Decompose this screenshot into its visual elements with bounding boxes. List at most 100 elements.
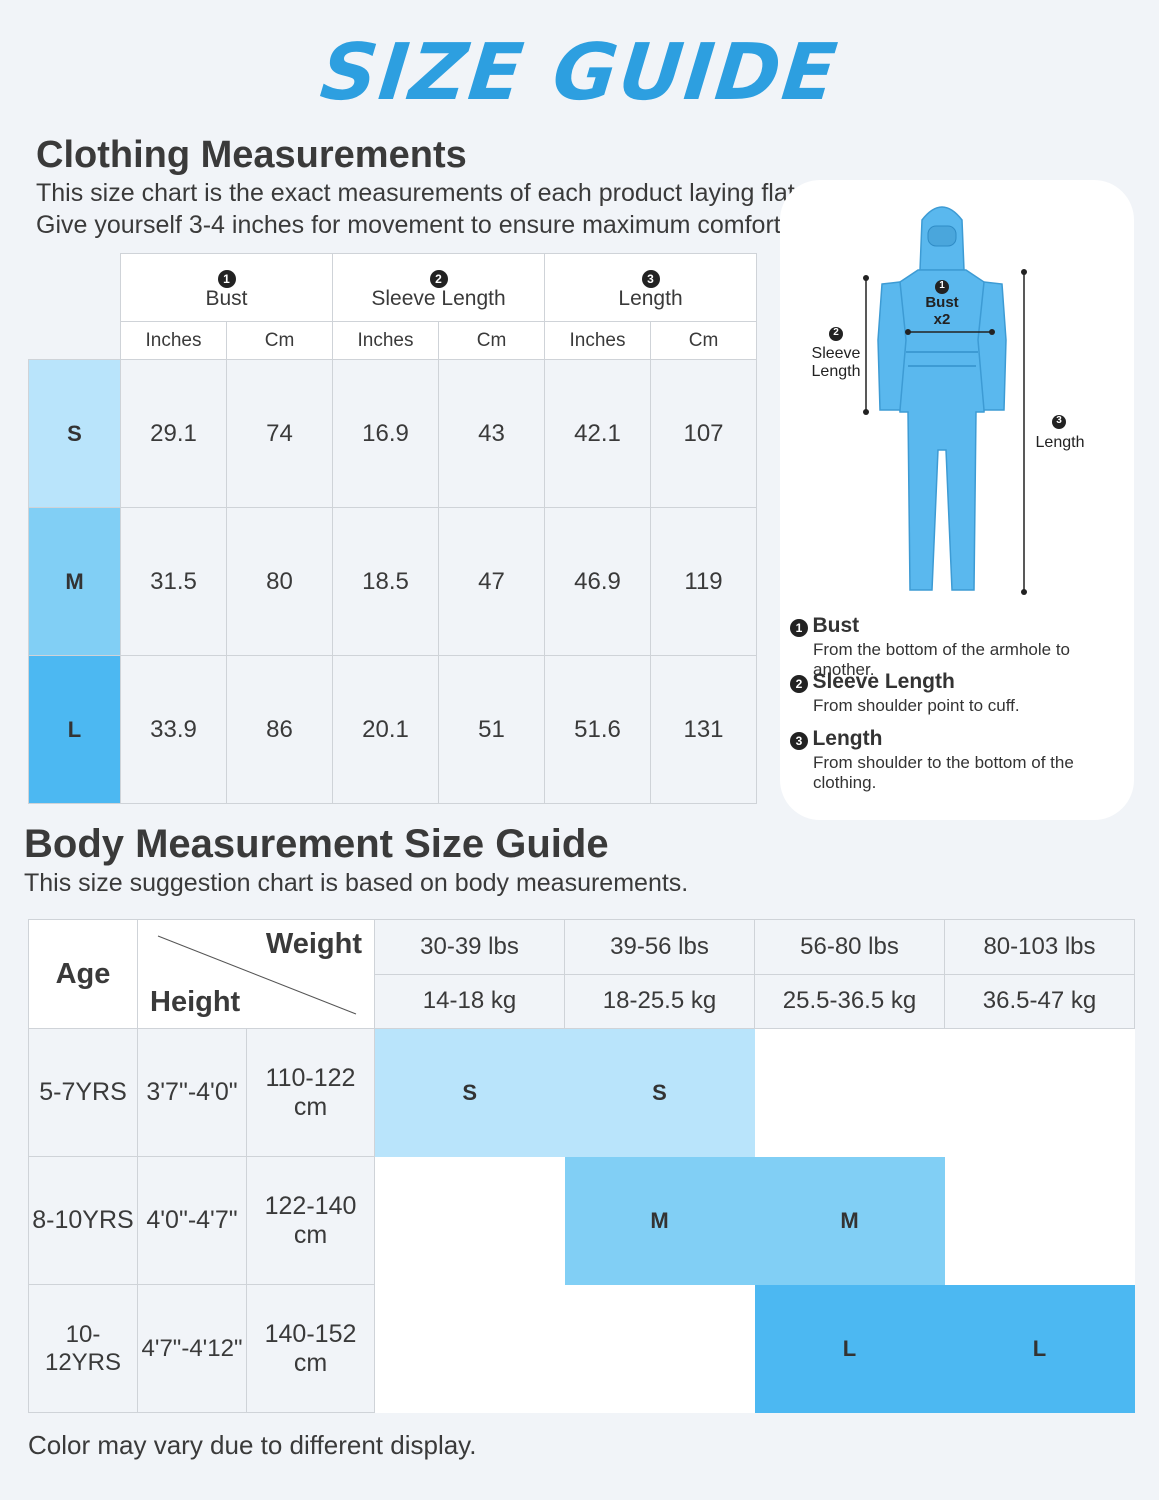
group-label: Bust — [205, 286, 248, 310]
length-badge-number: 3 — [1056, 415, 1062, 426]
cell-value: 46.9 — [544, 507, 651, 656]
cell-value: 119 — [649, 507, 758, 656]
cell-value: 74 — [226, 359, 333, 508]
bust-diagram-label: Bust — [925, 294, 959, 311]
weight-lbs-header: 80-103 lbs — [944, 919, 1135, 975]
sleeve-diagram-label: Sleeve — [811, 345, 861, 362]
size-cell-empty — [944, 1028, 1135, 1157]
cell-value: 51 — [438, 655, 545, 804]
height-ft-cell: 4'0"-4'7" — [137, 1156, 247, 1285]
group-label: Length — [618, 286, 683, 310]
age-cell: 5-7YRS — [28, 1028, 138, 1157]
size-cell-empty — [754, 1028, 945, 1157]
cell-value: 51.6 — [544, 655, 651, 804]
cell-value: 20.1 — [332, 655, 439, 804]
cell-value: 107 — [649, 359, 758, 508]
size-cell-empty — [374, 1284, 565, 1413]
unit-header: Inches — [120, 321, 227, 360]
cell-value: 33.9 — [120, 655, 227, 804]
height-cm-cell: 110-122 cm — [246, 1028, 375, 1157]
height-ft-cell: 3'7"-4'0" — [137, 1028, 247, 1157]
cell-value: 47 — [438, 507, 545, 656]
age-cell: 8-10YRS — [28, 1156, 138, 1285]
number-1-icon: 1 — [217, 269, 236, 288]
table-row: S 29.1 74 16.9 43 42.1 107 — [28, 359, 758, 508]
cell-value: 29.1 — [120, 359, 227, 508]
table-row: L 33.9 86 20.1 51 51.6 131 — [28, 655, 758, 804]
clothing-heading: Clothing Measurements — [36, 134, 467, 176]
number-2-icon: 2 — [790, 675, 808, 693]
cell-value: 86 — [226, 655, 333, 804]
cell-value: 42.1 — [544, 359, 651, 508]
size-label: M — [28, 507, 121, 656]
sleeve-group-header: 2 Sleeve Length — [332, 253, 545, 322]
cell-value: 43 — [438, 359, 545, 508]
number-1-icon: 1 — [790, 619, 808, 637]
desc-sleeve: 2 Sleeve Length From shoulder point to c… — [790, 670, 1130, 716]
size-cell: L — [754, 1284, 945, 1413]
jumpsuit-figure-icon — [829, 206, 1066, 595]
table-row: 8-10YRS 4'0"-4'7" 122-140 cm M M — [28, 1156, 1135, 1285]
size-cell: M — [564, 1156, 755, 1285]
size-cell: S — [564, 1028, 755, 1157]
unit-header: Cm — [649, 321, 758, 360]
table-row: 5-7YRS 3'7"-4'0" 110-122 cm S S — [28, 1028, 1135, 1157]
cell-value: 131 — [649, 655, 758, 804]
body-heading: Body Measurement Size Guide — [24, 822, 609, 866]
desc-text: From shoulder point to cuff. — [813, 696, 1020, 715]
table-row: 10-12YRS 4'7"-4'12" 140-152 cm L L — [28, 1284, 1135, 1413]
weight-lbs-header: 39-56 lbs — [564, 919, 755, 975]
bust-badge-number: 1 — [939, 280, 945, 291]
footer-note: Color may vary due to different display. — [28, 1430, 477, 1460]
unit-header: Inches — [544, 321, 651, 360]
size-cell: L — [944, 1284, 1135, 1413]
cell-value: 16.9 — [332, 359, 439, 508]
weight-kg-header: 25.5-36.5 kg — [754, 973, 945, 1029]
body-measurement-table: Age Weight Height 30-39 lbs 39-56 lbs 56… — [28, 919, 1135, 1413]
weight-height-header: Weight Height — [137, 919, 375, 1029]
cell-value: 80 — [226, 507, 333, 656]
weight-lbs-header: 56-80 lbs — [754, 919, 945, 975]
measurement-diagram-panel: 1 Bust x2 2 Sleeve Length 3 Length 1 Bus… — [780, 180, 1134, 820]
desc-text: From shoulder to the bottom of the cloth… — [813, 753, 1074, 792]
weight-kg-header: 14-18 kg — [374, 973, 565, 1029]
size-cell-empty — [944, 1156, 1135, 1285]
table-row: M 31.5 80 18.5 47 46.9 119 — [28, 507, 758, 656]
sleeve-badge-number: 2 — [833, 327, 839, 338]
desc-title: Length — [812, 727, 883, 750]
clothing-line-2: Give yourself 3-4 inches for movement to… — [36, 211, 788, 239]
desc-title: Bust — [812, 614, 860, 637]
bust-group-header: 1 Bust — [120, 253, 333, 322]
desc-bust: 1 Bust From the bottom of the armhole to… — [790, 614, 1130, 680]
height-ft-cell: 4'7"-4'12" — [137, 1284, 247, 1413]
age-header: Age — [28, 919, 138, 1029]
height-cm-cell: 122-140 cm — [246, 1156, 375, 1285]
height-cm-cell: 140-152 cm — [246, 1284, 375, 1413]
unit-header: Inches — [332, 321, 439, 360]
clothing-line-1: This size chart is the exact measurement… — [36, 179, 802, 207]
length-diagram-label: Length — [1035, 434, 1085, 451]
diagonal-divider — [157, 935, 357, 1015]
size-cell: M — [754, 1156, 945, 1285]
desc-text: From the bottom of the armhole to anothe… — [813, 640, 1071, 679]
unit-header: Cm — [438, 321, 545, 360]
unit-header: Cm — [226, 321, 333, 360]
length-group-header: 3 Length — [543, 253, 758, 322]
height-label: Height — [150, 986, 241, 1018]
weight-label: Weight — [265, 928, 362, 960]
page-title: SIZE GUIDE — [316, 28, 843, 118]
body-subheading: This size suggestion chart is based on b… — [24, 869, 689, 897]
desc-title: Sleeve Length — [812, 670, 955, 693]
weight-kg-header: 18-25.5 kg — [564, 973, 755, 1029]
age-cell: 10-12YRS — [28, 1284, 138, 1413]
size-cell: S — [374, 1028, 565, 1157]
size-label: S — [28, 359, 121, 508]
number-3-icon: 3 — [790, 732, 808, 750]
size-cell-empty — [564, 1284, 755, 1413]
cell-value: 31.5 — [120, 507, 227, 656]
weight-lbs-header: 30-39 lbs — [374, 919, 565, 975]
clothing-measurements-table: 1 Bust 2 Sleeve Length 3 Length Inches C… — [28, 253, 758, 804]
number-3-icon: 3 — [641, 269, 660, 288]
cell-value: 18.5 — [332, 507, 439, 656]
desc-length: 3 Length From shoulder to the bottom of … — [790, 727, 1134, 793]
